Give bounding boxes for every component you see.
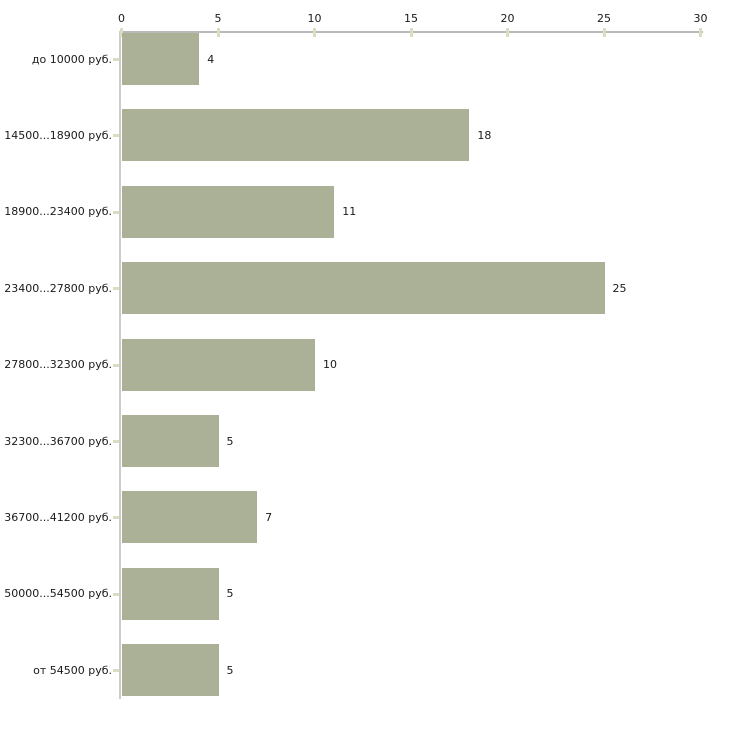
x-tick-label: 25 [597, 12, 611, 25]
y-tick-mark [113, 134, 119, 138]
bar [122, 644, 219, 697]
bar-row: 14500...18900 руб. 18 [0, 109, 730, 162]
bar-value-label: 18 [477, 128, 492, 142]
x-tick-label: 0 [118, 12, 125, 25]
bar-row: 27800...32300 руб. 10 [0, 338, 730, 391]
bar [122, 33, 200, 85]
x-tick-mark [506, 28, 509, 37]
x-tick-label: 20 [500, 12, 515, 25]
bar-value-label: 4 [207, 52, 215, 66]
x-tick-label: 30 [693, 12, 708, 25]
category-label: до 10000 руб. [31, 52, 112, 66]
bar-row: от 54500 руб. 5 [0, 644, 730, 697]
bar-value-label: 10 [323, 358, 337, 372]
category-label: от 54500 руб. [33, 663, 112, 677]
bar-value-label: 5 [226, 663, 234, 677]
y-tick-mark [113, 592, 119, 596]
category-label: 14500...18900 руб. [4, 128, 112, 142]
y-tick-mark [113, 210, 119, 214]
bar-row: 36700...41200 руб. 7 [0, 491, 730, 544]
bar [122, 262, 605, 315]
bar-row: 23400...27800 руб. 25 [0, 262, 730, 315]
x-tick-label: 5 [214, 12, 222, 25]
bar [122, 109, 470, 162]
x-tick-mark [120, 28, 123, 37]
bar-value-label: 7 [265, 510, 273, 524]
category-label: 23400...27800 руб. [4, 281, 112, 295]
y-tick-mark [113, 363, 119, 367]
category-label: 27800...32300 руб. [4, 358, 112, 372]
bar [122, 185, 335, 238]
bar [122, 338, 315, 391]
x-tick-mark [409, 28, 413, 37]
bar-row: до 10000 руб. 4 [0, 33, 730, 85]
x-tick-mark [602, 28, 606, 37]
bar [122, 567, 219, 620]
bar-value-label: 5 [226, 434, 234, 448]
y-tick-mark [113, 287, 119, 291]
category-label: 50000...54500 руб. [4, 587, 112, 601]
bar-value-label: 5 [226, 587, 234, 601]
x-tick-mark [216, 28, 220, 37]
bar-row: 32300...36700 руб. 5 [0, 415, 730, 467]
bar [122, 415, 219, 467]
category-label: 36700...41200 руб. [4, 510, 112, 524]
y-tick-mark [113, 58, 119, 61]
bar-value-label: 25 [612, 281, 627, 295]
y-axis-line [119, 31, 121, 699]
bar-value-label: 11 [342, 205, 357, 219]
bar-row: 50000...54500 руб. 5 [0, 567, 730, 620]
bar [122, 491, 258, 544]
category-label: 32300...36700 руб. [4, 434, 112, 448]
x-tick-label: 10 [307, 12, 322, 25]
x-tick-mark [699, 28, 702, 37]
y-tick-mark [113, 669, 119, 673]
x-tick-mark [313, 28, 316, 37]
y-tick-mark [113, 440, 119, 443]
x-tick-label: 15 [404, 12, 418, 25]
bar-row: 18900...23400 руб. 11 [0, 185, 730, 238]
y-tick-mark [113, 516, 119, 520]
category-label: 18900...23400 руб. [4, 205, 112, 219]
